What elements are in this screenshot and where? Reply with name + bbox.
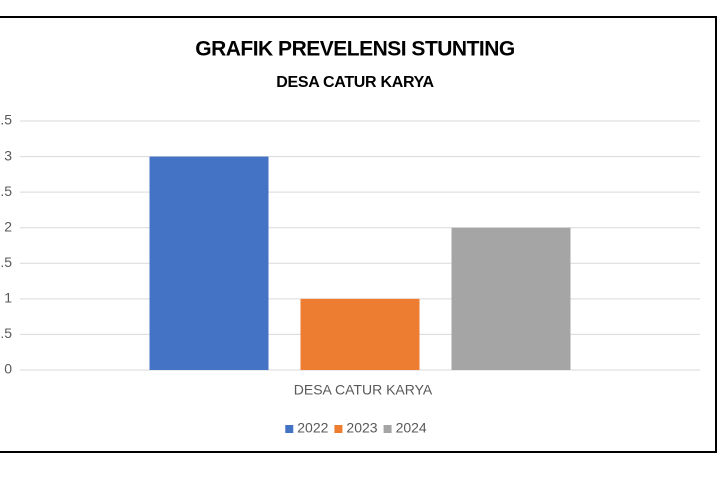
legend-swatch — [383, 425, 392, 433]
y-tick-label: 3.5 — [0, 112, 12, 128]
y-tick-label: 1.5 — [0, 254, 12, 270]
y-tick-label: 2.5 — [0, 183, 12, 199]
chart-subtitle: DESA CATUR KARYA — [276, 74, 434, 91]
y-tick-label: 0 — [4, 361, 12, 377]
x-tick-label: DESA CATUR KARYA — [294, 382, 433, 398]
chart-title: GRAFIK PREVELENSI STUNTING — [195, 38, 515, 61]
legend-swatch — [334, 425, 343, 433]
bar — [451, 227, 571, 370]
legend-swatch — [285, 425, 294, 433]
legend: 2022 2023 2024 — [285, 420, 427, 436]
bar — [149, 156, 269, 370]
legend-label: 2022 — [297, 420, 328, 436]
y-tick-label: 0.5 — [0, 325, 12, 341]
legend-label: 2024 — [396, 420, 427, 436]
y-tick-label: 1 — [4, 290, 12, 306]
y-tick-label: 2 — [4, 218, 12, 234]
chart-border — [0, 16, 717, 453]
y-tick-label: 3 — [4, 147, 12, 163]
legend-label: 2023 — [346, 420, 377, 436]
bar — [300, 298, 420, 370]
